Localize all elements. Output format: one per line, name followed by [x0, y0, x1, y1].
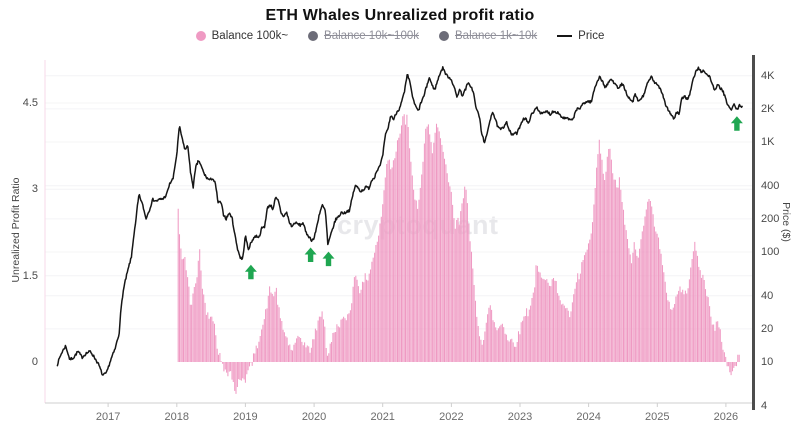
right-axis-tick-label: 20: [761, 322, 774, 335]
left-axis-tick-label: 0: [31, 356, 38, 368]
x-axis-tick-label: 2018: [164, 411, 190, 423]
pink-circle-icon: [195, 31, 206, 41]
right-axis-tick-label: 400: [761, 179, 780, 192]
right-axis-tick-label: 1K: [761, 136, 775, 148]
right-axis-tick-label: 4K: [761, 69, 775, 82]
gray-circle-icon: [308, 31, 319, 41]
x-axis-tick-label: 2026: [713, 411, 739, 423]
right-axis-title: Price ($): [780, 202, 792, 242]
legend-item-balance-10k-100k[interactable]: Balance 10k~100k: [308, 30, 419, 42]
whale-ratio-bars: [177, 114, 740, 394]
legend-label: Balance 100k~: [211, 30, 289, 42]
legend-label: Balance 1k~10k: [455, 30, 538, 42]
legend: Balance 100k~ Balance 10k~100k Balance 1…: [0, 30, 800, 42]
buy-signal-arrow-icon: [322, 251, 335, 267]
x-axis-tick-label: 2020: [301, 411, 327, 423]
right-axis-tick-label: 2K: [761, 102, 775, 115]
legend-item-price[interactable]: Price: [557, 30, 604, 42]
x-axis-tick-label: 2022: [439, 411, 464, 423]
right-axis-tick-label: 40: [761, 289, 774, 302]
left-axis-tick-label: 4.5: [22, 96, 38, 109]
left-axis-tick-label: 3: [31, 183, 38, 196]
x-axis-tick-label: 2025: [645, 411, 670, 423]
x-axis-tick-label: 2024: [576, 411, 601, 423]
right-axis-tick-label: 10: [761, 356, 774, 368]
legend-item-balance-1k-10k[interactable]: Balance 1k~10k: [439, 30, 537, 42]
buy-signal-arrow-icon: [730, 116, 743, 131]
legend-label: Price: [578, 30, 605, 42]
x-axis-tick-label: 2021: [370, 411, 395, 423]
price-line: [56, 66, 743, 376]
x-axis-tick-label: 2017: [95, 411, 121, 423]
right-axis-tick-label: 200: [761, 212, 780, 225]
legend-label: Balance 10k~100k: [324, 30, 419, 42]
x-axis-tick-label: 2023: [507, 411, 533, 423]
gray-circle-icon: [439, 31, 449, 41]
chart-title: ETH Whales Unrealized profit ratio: [265, 7, 535, 24]
legend-item-balance-100k[interactable]: Balance 100k~: [195, 30, 289, 42]
x-axis-tick-label: 2019: [233, 411, 258, 423]
buy-signal-arrow-icon: [304, 247, 317, 262]
right-axis-tick-label: 4: [761, 399, 768, 412]
left-axis-tick-label: 1.5: [22, 269, 38, 282]
line-marker-icon: [557, 35, 573, 37]
buy-signal-arrow-icon: [244, 264, 257, 280]
right-axis-tick-label: 100: [761, 246, 780, 258]
